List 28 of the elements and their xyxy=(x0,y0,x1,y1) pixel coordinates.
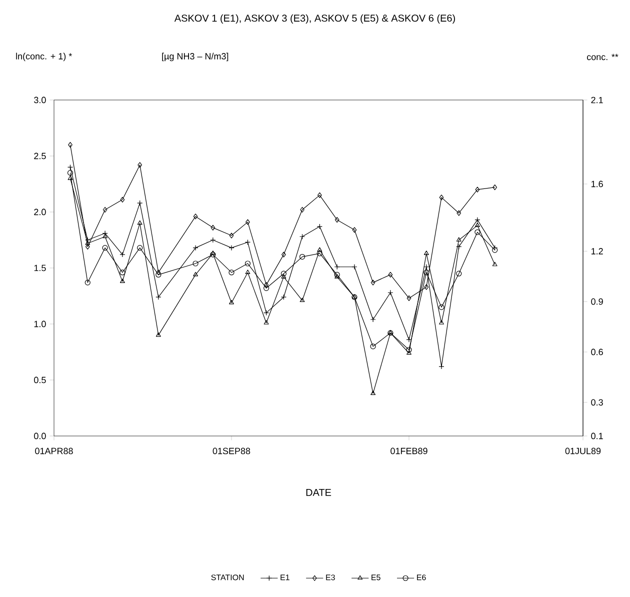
y-tick-label: 0.5 xyxy=(34,376,46,384)
legend-label: E5 xyxy=(372,574,380,580)
y-tick-label: 3.0 xyxy=(34,96,46,104)
x-tick-label: 01APR88 xyxy=(35,448,73,454)
y2-tick-label: 0.1 xyxy=(591,432,603,440)
legend-label: E3 xyxy=(326,574,335,580)
y-tick-label: 0.0 xyxy=(34,432,46,440)
y2-tick-label: 0.6 xyxy=(591,348,603,356)
x-tick-label: 01SEP88 xyxy=(212,448,250,454)
y2-tick-label: 1.6 xyxy=(591,180,603,188)
legend-title: STATION xyxy=(211,574,244,580)
y2-axis-title: conc. ** xyxy=(586,54,618,60)
y-tick-label: 1.0 xyxy=(34,320,46,328)
y-tick-label: 1.5 xyxy=(34,264,46,272)
legend-label: E6 xyxy=(417,574,426,580)
y2-tick-label: 0.9 xyxy=(591,298,603,305)
y2-tick-label: 2.1 xyxy=(591,96,603,104)
chart-title: ASKOV 1 (E1), ASKOV 3 (E3), ASKOV 5 (E5) & ASKOV 6 (E6) xyxy=(174,14,455,24)
y2-tick-label: 1.2 xyxy=(591,248,603,254)
y-tick-label: 2.5 xyxy=(34,152,46,160)
y-tick-label: 2.0 xyxy=(34,208,46,216)
x-tick-label: 01FEB89 xyxy=(390,448,428,454)
y2-tick-label: 0.3 xyxy=(591,399,603,406)
y-axis-title: ln(conc. + 1) * xyxy=(16,52,72,62)
legend-label: E1 xyxy=(280,574,290,580)
text: [µg NH3 – N/m3] xyxy=(162,52,228,62)
x-axis-title: DATE xyxy=(306,489,332,496)
x-tick-label: 01JUL89 xyxy=(565,448,601,454)
